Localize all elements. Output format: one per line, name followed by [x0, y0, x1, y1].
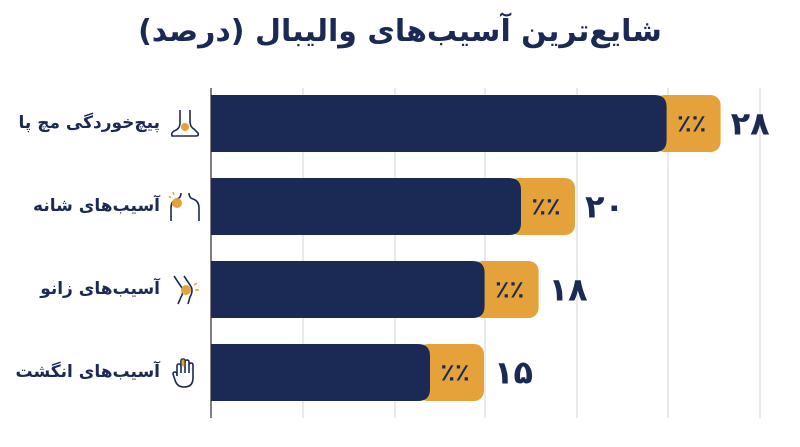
category-label: پیچ‌خوردگی مچ پا [18, 112, 160, 133]
chart-title: شایع‌ترین آسیب‌های والیبال (درصد) [138, 14, 662, 49]
bar [211, 95, 667, 152]
percent-tag: ٪٪ [495, 276, 524, 304]
percent-tag: ٪٪ [677, 110, 706, 138]
category-label: آسیب‌های شانه [33, 195, 160, 216]
ankle-icon [168, 107, 202, 141]
finger-icon [168, 356, 202, 390]
bar-cap [509, 178, 575, 235]
value-label: ۱۵ [494, 354, 533, 392]
bar-cap [654, 95, 721, 152]
knee-icon [168, 273, 202, 307]
shoulder-icon [168, 190, 202, 224]
bar [211, 261, 485, 318]
bar [211, 344, 430, 401]
percent-tag: ٪٪ [531, 193, 560, 221]
percent-tag: ٪٪ [440, 359, 469, 387]
value-label: ۲۸ [731, 105, 771, 143]
bar-cap [472, 261, 539, 318]
bar-cap [418, 344, 484, 401]
value-label: ۲۰ [585, 188, 624, 226]
category-label: آسیب‌های انگشت [15, 361, 160, 382]
bar [211, 178, 521, 235]
category-label: آسیب‌های زانو [40, 278, 160, 299]
value-label: ۱۸ [549, 271, 589, 309]
